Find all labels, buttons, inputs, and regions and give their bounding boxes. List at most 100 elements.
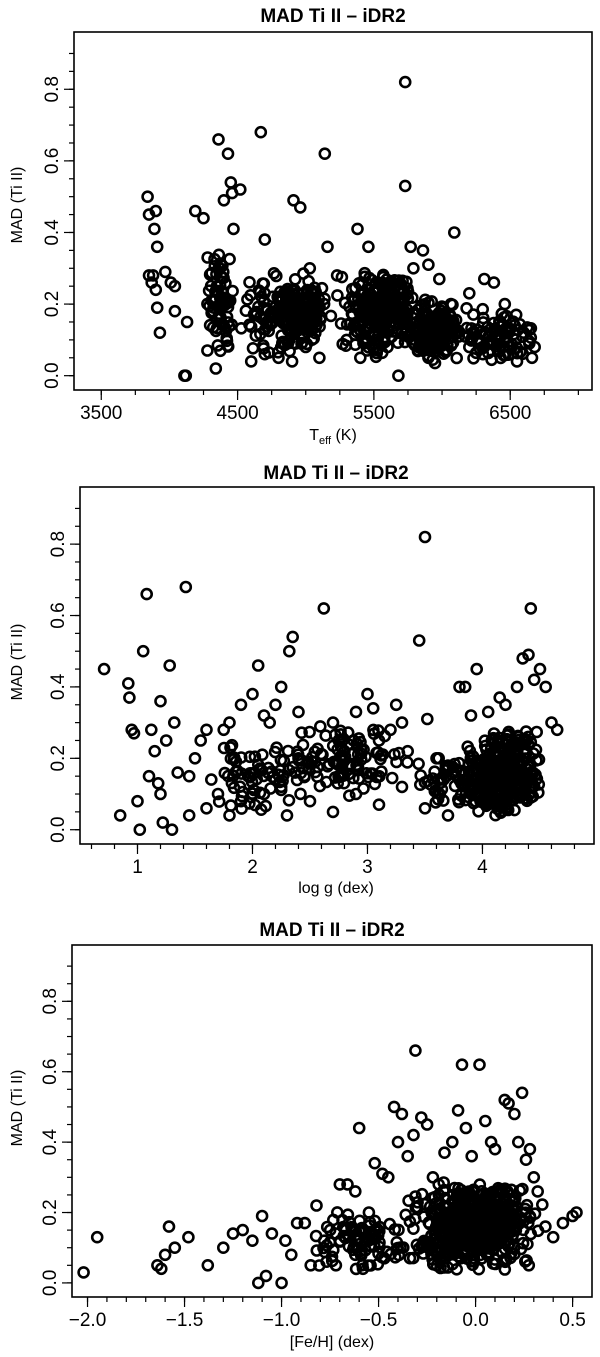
data-point: [212, 260, 226, 274]
data-point: [150, 240, 164, 254]
data-point: [270, 741, 283, 755]
data-point: [333, 1178, 347, 1191]
data-point: [473, 1058, 486, 1071]
data-point: [168, 1241, 182, 1254]
data-point: [418, 1197, 432, 1211]
data-point: [221, 147, 235, 160]
data-point: [531, 1185, 545, 1198]
data-point: [292, 705, 305, 719]
data-point: [401, 756, 414, 769]
data-point: [253, 786, 267, 800]
data-point: [441, 1261, 455, 1274]
data-point: [422, 349, 436, 363]
data-point: [459, 793, 472, 807]
data-point: [291, 748, 305, 762]
data-point: [375, 321, 389, 335]
data-point: [491, 1213, 504, 1226]
data-point: [383, 1217, 397, 1231]
data-point: [417, 1234, 431, 1248]
y-axis-label: MAD (Ti II): [9, 624, 26, 701]
data-point: [511, 1135, 525, 1149]
data-point: [527, 1171, 541, 1184]
data-point: [436, 794, 450, 807]
data-point: [227, 781, 241, 795]
data-point: [387, 1100, 401, 1114]
data-point: [295, 337, 308, 351]
y-axis-label: MAD (Ti II): [9, 1070, 26, 1147]
data-point: [446, 1241, 460, 1254]
data-point: [234, 183, 247, 196]
data-point: [254, 125, 268, 139]
data-point: [472, 1202, 486, 1215]
data-point: [465, 1149, 479, 1163]
data-point: [524, 771, 537, 785]
data-point: [392, 1248, 406, 1262]
data-point: [404, 240, 418, 254]
data-point: [235, 321, 248, 335]
data-point: [201, 344, 214, 357]
data-point: [279, 1234, 292, 1247]
data-point: [451, 1104, 465, 1117]
data-point: [362, 302, 376, 316]
data-point: [395, 716, 409, 729]
data-point: [304, 1259, 318, 1272]
data-point: [398, 320, 411, 334]
data-point: [180, 315, 194, 329]
data-point: [351, 222, 364, 236]
data-point: [162, 1220, 176, 1233]
data-point: [288, 324, 302, 338]
data-point: [345, 747, 358, 761]
data-point: [251, 1276, 265, 1290]
data-point: [521, 758, 535, 772]
data-point: [364, 317, 377, 330]
data-point: [446, 298, 459, 312]
data-point: [353, 351, 367, 365]
data-point: [480, 790, 494, 804]
data-point: [392, 303, 406, 317]
data-point: [216, 318, 230, 331]
data-point: [253, 327, 267, 341]
data-point: [434, 304, 448, 318]
data-point: [484, 1241, 498, 1254]
data-point: [412, 757, 425, 771]
data-point: [194, 734, 207, 747]
data-point: [171, 766, 184, 779]
data-point: [223, 294, 237, 307]
data-point: [376, 276, 389, 290]
data-point: [490, 1224, 504, 1237]
data-point: [221, 769, 235, 783]
data-point: [345, 282, 359, 296]
data-point: [212, 133, 225, 146]
data-point: [398, 75, 412, 89]
data-point: [263, 716, 277, 729]
data-point: [209, 362, 223, 375]
data-point: [455, 1058, 469, 1071]
data-point: [489, 779, 502, 793]
data-point: [200, 801, 213, 815]
data-point: [149, 283, 163, 297]
y-tick-label: 0.6: [48, 602, 69, 628]
data-point: [356, 1224, 370, 1238]
data-point: [241, 293, 254, 306]
data-point: [197, 211, 210, 225]
data-point: [446, 321, 460, 335]
x-axis-label-main: [Fe/H] (dex): [290, 1334, 374, 1351]
data-point: [304, 283, 318, 297]
data-point: [334, 728, 348, 741]
data-point: [309, 1229, 323, 1243]
data-point: [217, 1241, 230, 1254]
data-point: [355, 278, 369, 292]
data-point: [262, 346, 276, 359]
data-point: [257, 295, 270, 309]
data-point: [159, 265, 172, 279]
data-point: [487, 1192, 501, 1206]
data-point: [182, 769, 196, 783]
data-point: [453, 680, 466, 694]
data-point: [235, 802, 248, 815]
data-point: [407, 261, 420, 275]
data-point: [556, 1216, 570, 1230]
data-point: [320, 775, 333, 789]
data-point: [223, 809, 236, 822]
x-tick-label: −1.5: [166, 1310, 204, 1331]
data-point: [220, 334, 234, 348]
